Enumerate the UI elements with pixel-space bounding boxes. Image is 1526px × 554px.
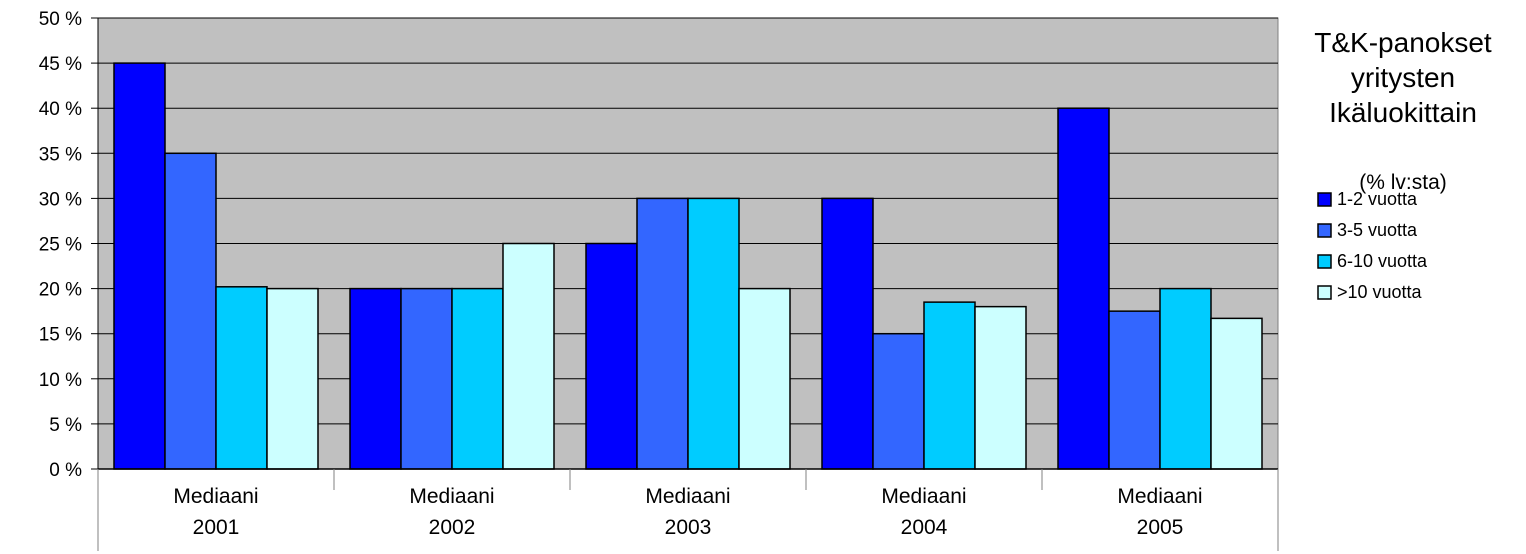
y-tick-label: 45 % <box>39 54 82 75</box>
legend-label: 3-5 vuotta <box>1337 220 1418 240</box>
x-axis: Mediaani 2001 Mediaani 2002 Mediaani 2003 Medi… <box>97 468 1279 551</box>
x-tick-label: 2005 <box>1137 516 1184 539</box>
chart-title: T&K-panokset yritysten Ikäluokittain (% lv:… <box>1314 27 1492 194</box>
y-tick-label: 50 % <box>39 9 82 30</box>
x-tick-label: Mediaani <box>881 485 966 508</box>
x-tick-label: Mediaani <box>645 485 730 508</box>
y-tick-label: 10 % <box>39 370 82 391</box>
x-tick-label: Mediaani <box>1117 485 1202 508</box>
y-tick-label: 40 % <box>39 99 82 120</box>
bar-3-5-vuotta-0 <box>164 152 217 470</box>
y-tick-label: 25 % <box>39 235 82 256</box>
legend-swatch <box>1317 254 1332 269</box>
bar-6-10-vuotta-1 <box>451 287 504 470</box>
chart-title-line: T&K-panokset <box>1314 27 1492 58</box>
bar-1-2-vuotta-0 <box>113 62 166 470</box>
x-tick-label: 2002 <box>429 516 476 539</box>
bar-1-2-vuotta-4 <box>1057 107 1110 470</box>
chart-title-line: yritysten <box>1351 62 1455 93</box>
y-tick-label: 30 % <box>39 189 82 210</box>
y-tick-label: 20 % <box>39 280 82 301</box>
chart-title-line: Ikäluokittain <box>1329 97 1477 128</box>
bar-1-2-vuotta-1 <box>349 287 402 470</box>
legend-swatch <box>1317 285 1332 300</box>
bar-3-5-vuotta-4 <box>1108 310 1161 470</box>
y-tick-label: 0 % <box>49 460 82 481</box>
legend-label: 1-2 vuotta <box>1337 189 1418 209</box>
x-tick-label: 2004 <box>901 516 948 539</box>
y-axis: 0 % 5 % 10 % 15 % 20 % 25 % 30 % 35 % 40 % 45 % 50… <box>39 9 99 481</box>
bar-3-5-vuotta-3 <box>872 332 925 470</box>
bar--10-vuotta-4 <box>1210 317 1263 470</box>
bar-1-2-vuotta-3 <box>821 197 874 470</box>
y-tick-label: 35 % <box>39 144 82 165</box>
x-tick-label: 2003 <box>665 516 712 539</box>
legend-swatch <box>1317 192 1332 207</box>
bar--10-vuotta-2 <box>738 287 791 470</box>
bar--10-vuotta-0 <box>266 287 319 470</box>
chart-subtitle: (% lv:sta) <box>1359 171 1447 194</box>
bar-6-10-vuotta-2 <box>687 197 740 470</box>
bar--10-vuotta-1 <box>502 242 555 470</box>
bar-3-5-vuotta-2 <box>636 197 689 470</box>
x-tick-label: Mediaani <box>409 485 494 508</box>
legend-label: >10 vuotta <box>1337 282 1423 302</box>
bar-6-10-vuotta-3 <box>923 301 976 470</box>
bar--10-vuotta-3 <box>974 305 1027 470</box>
legend-swatch <box>1317 223 1332 238</box>
bar-6-10-vuotta-0 <box>215 286 268 470</box>
bar-6-10-vuotta-4 <box>1159 287 1212 470</box>
x-tick-label: 2001 <box>193 516 240 539</box>
legend: 1-2 vuotta 3-5 vuotta 6-10 vuotta >10 vuott… <box>1317 189 1428 302</box>
bar-3-5-vuotta-1 <box>400 287 453 470</box>
bar-1-2-vuotta-2 <box>585 242 638 470</box>
y-tick-label: 5 % <box>49 415 82 436</box>
y-tick-label: 15 % <box>39 325 82 346</box>
legend-label: 6-10 vuotta <box>1337 251 1428 271</box>
bars <box>113 62 1263 470</box>
x-tick-label: Mediaani <box>173 485 258 508</box>
